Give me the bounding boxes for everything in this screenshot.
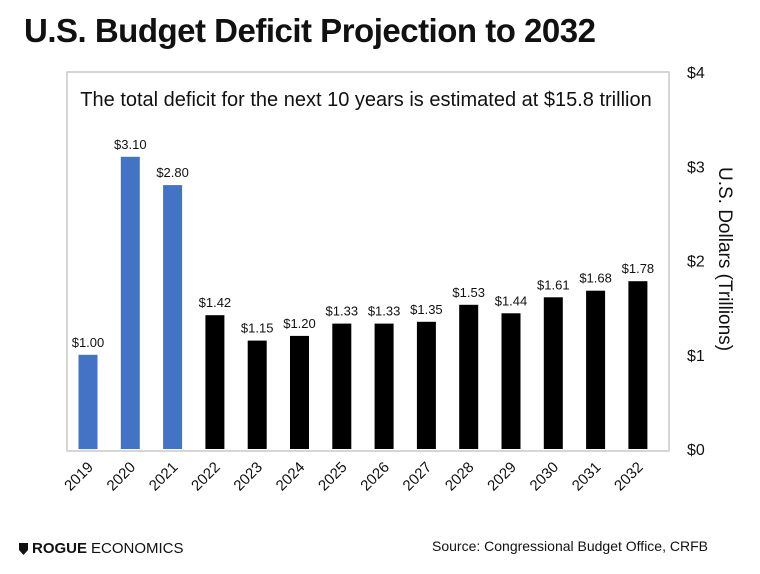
- plot-frame: [66, 71, 670, 452]
- bars-group: [78, 156, 648, 450]
- y-tick-labels-group: $0 $1 $2 $3 $4: [687, 65, 705, 459]
- y-tick-0: $0: [687, 442, 705, 459]
- bar-value-label-2023: $1.15: [241, 321, 274, 336]
- bar-2027: [416, 321, 436, 449]
- x-tick-labels-group: 2019 2020 2021 2022 2023 2024 2025 2026 2027 2028…: [61, 459, 647, 495]
- bar-value-label-2030: $1.61: [537, 277, 570, 292]
- x-tick-2026: 2026: [357, 459, 393, 495]
- bar-value-label-2031: $1.68: [579, 271, 612, 286]
- y-tick-2: $2: [687, 254, 705, 271]
- bar-2026: [374, 323, 394, 449]
- bar-2028: [459, 304, 479, 449]
- bar-value-label-2028: $1.53: [452, 285, 485, 300]
- y-tick-1: $1: [687, 348, 705, 365]
- bar-value-label-2032: $1.78: [622, 261, 655, 276]
- x-tick-2028: 2028: [442, 459, 478, 495]
- x-tick-2019: 2019: [61, 459, 97, 495]
- chart-subtitle: The total deficit for the next 10 years …: [80, 89, 651, 111]
- bar-2029: [501, 313, 521, 449]
- bar-2021: [163, 185, 183, 449]
- brand-name-rest: ECONOMICS: [91, 540, 184, 557]
- chart-title: U.S. Budget Deficit Projection to 2032: [24, 12, 596, 49]
- bar-value-label-2022: $1.42: [199, 295, 232, 310]
- x-tick-2023: 2023: [230, 459, 266, 495]
- bar-2022: [205, 315, 225, 449]
- x-tick-2024: 2024: [273, 459, 309, 495]
- bar-value-label-2019: $1.00: [72, 335, 105, 350]
- x-tick-2027: 2027: [400, 459, 436, 495]
- x-tick-2032: 2032: [611, 459, 647, 495]
- y-axis-label: U.S. Dollars (Trillions): [714, 167, 735, 351]
- brand-name-bold: ROGUE: [32, 540, 88, 557]
- y-tick-4: $4: [687, 65, 705, 82]
- bar-2031: [586, 290, 606, 449]
- bar-labels-group: $1.00 $3.10 $2.80 $1.42 $1.15 $1.20 $1.33 $1.33…: [72, 137, 654, 350]
- bar-value-label-2025: $1.33: [326, 304, 359, 319]
- bar-2030: [543, 297, 563, 449]
- bar-2019: [78, 354, 98, 450]
- bar-value-label-2024: $1.20: [283, 316, 316, 331]
- bar-value-label-2027: $1.35: [410, 302, 443, 317]
- x-tick-2020: 2020: [104, 459, 140, 495]
- source-note: Source: Congressional Budget Office, CRF…: [432, 538, 708, 554]
- brand-logo: ROGUE ECONOMICS: [18, 540, 184, 557]
- bar-2032: [628, 281, 648, 449]
- bar-2020: [120, 156, 140, 450]
- bar-2025: [332, 323, 352, 449]
- bar-value-label-2029: $1.44: [495, 293, 528, 308]
- x-tick-2022: 2022: [188, 459, 224, 495]
- bar-value-label-2020: $3.10: [114, 137, 147, 152]
- bar-value-label-2021: $2.80: [156, 165, 189, 180]
- y-tick-3: $3: [687, 159, 705, 176]
- bar-value-label-2026: $1.33: [368, 304, 401, 319]
- x-tick-2025: 2025: [315, 459, 351, 495]
- x-tick-2029: 2029: [484, 459, 520, 495]
- bar-2024: [290, 335, 309, 449]
- x-tick-2031: 2031: [569, 459, 605, 495]
- x-tick-2030: 2030: [527, 459, 563, 495]
- brand-shield-icon: [19, 542, 28, 555]
- x-tick-2021: 2021: [146, 459, 182, 495]
- bar-2023: [247, 340, 267, 449]
